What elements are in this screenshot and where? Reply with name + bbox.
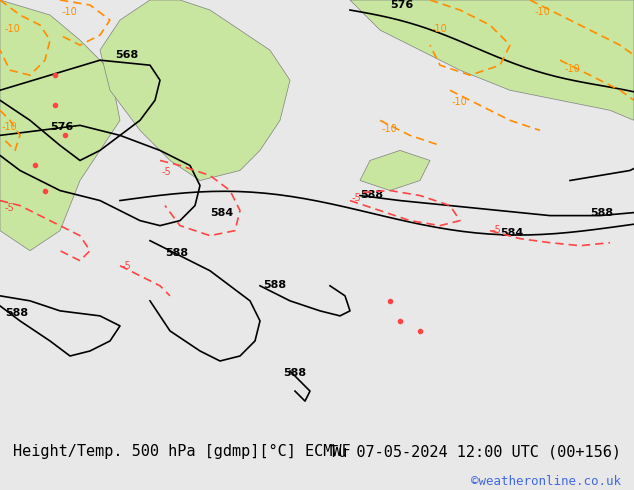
Text: 588: 588 [590, 208, 613, 218]
Text: -10: -10 [2, 122, 18, 132]
Text: 584: 584 [500, 228, 523, 238]
Text: 588: 588 [5, 308, 28, 318]
Text: -10: -10 [382, 124, 398, 134]
Polygon shape [350, 0, 634, 121]
Text: 588: 588 [165, 248, 188, 258]
Polygon shape [360, 150, 430, 191]
Text: 568: 568 [115, 50, 138, 60]
Text: Height/Temp. 500 hPa [gdmp][°C] ECMWF: Height/Temp. 500 hPa [gdmp][°C] ECMWF [13, 444, 351, 459]
Text: -10: -10 [5, 24, 21, 34]
Text: -5: -5 [162, 168, 172, 177]
Text: Tu 07-05-2024 12:00 UTC (00+156): Tu 07-05-2024 12:00 UTC (00+156) [329, 444, 621, 459]
Text: -10: -10 [565, 64, 581, 74]
Text: 588: 588 [263, 280, 286, 290]
Text: 576: 576 [50, 122, 74, 132]
Text: 576: 576 [390, 0, 413, 10]
Polygon shape [100, 0, 290, 180]
Text: -10: -10 [432, 24, 448, 34]
Text: -5: -5 [352, 193, 362, 202]
Text: 584: 584 [210, 208, 233, 218]
Text: -10: -10 [535, 7, 551, 17]
Text: 588: 588 [283, 368, 306, 378]
Text: -10: -10 [452, 98, 468, 107]
Text: -5: -5 [122, 261, 132, 271]
Text: ©weatheronline.co.uk: ©weatheronline.co.uk [471, 475, 621, 488]
Text: -10: -10 [62, 7, 78, 17]
Text: -5: -5 [5, 202, 15, 213]
Text: -5: -5 [492, 224, 501, 235]
Text: 588: 588 [360, 190, 383, 199]
Polygon shape [0, 0, 120, 251]
